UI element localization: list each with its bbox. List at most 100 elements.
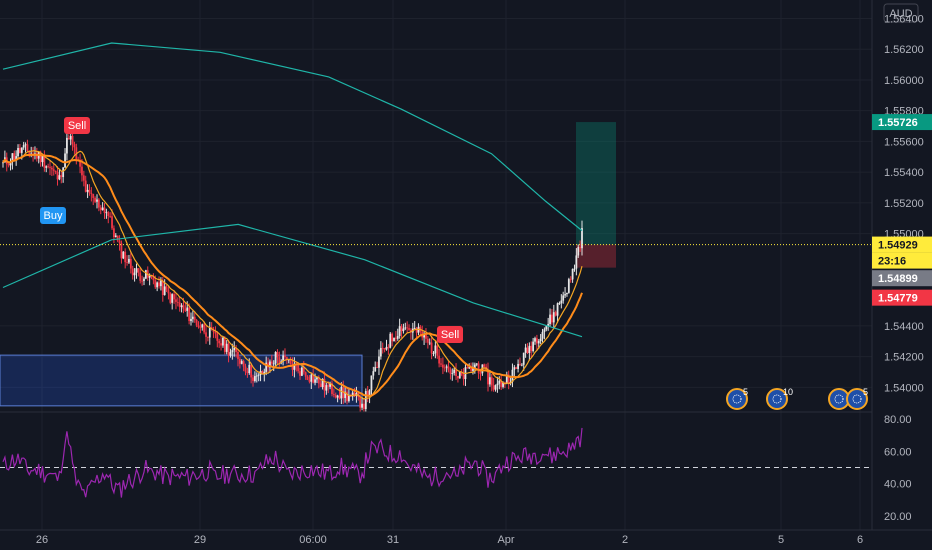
candle-body: [207, 336, 209, 338]
candle-body: [351, 392, 354, 397]
candle-body: [374, 367, 377, 372]
ma-long-lower-line: [2, 223, 583, 338]
candle-body: [99, 207, 102, 211]
candle-body: [2, 162, 4, 164]
position-target-zone: [576, 122, 616, 245]
candle-body: [317, 377, 320, 384]
candle-body: [133, 272, 136, 276]
candle-body: [466, 367, 469, 369]
candle-body: [124, 251, 127, 263]
candle-body: [545, 326, 548, 330]
candle-body: [297, 365, 300, 372]
candle-body: [205, 332, 207, 337]
candle-body: [547, 323, 550, 327]
candle-body: [472, 368, 474, 371]
long-position-tool[interactable]: [576, 122, 616, 268]
candle-body: [167, 289, 170, 294]
candle-body: [554, 312, 557, 316]
candle-body: [289, 359, 292, 365]
candle-body: [191, 316, 194, 319]
currency-label: AUD: [883, 3, 919, 23]
candle-body: [7, 164, 10, 166]
candle-body: [460, 372, 463, 375]
candle-body: [468, 367, 471, 369]
candle-body: [113, 228, 115, 238]
signal-labels: Sell Buy Sell: [40, 117, 463, 343]
candle-body: [312, 374, 315, 383]
candle-body: [135, 268, 138, 273]
price-tag-prev: 1.54899: [872, 270, 932, 287]
candle-body: [67, 137, 70, 140]
time-axis-label: 31: [387, 534, 399, 546]
candle-body: [353, 392, 356, 396]
candle-body: [148, 275, 151, 278]
candle-body: [457, 375, 459, 379]
candles: [2, 128, 583, 412]
candle-body: [144, 270, 147, 279]
price-tick-label: 1.55200: [884, 198, 924, 210]
economic-event-icon[interactable]: 5: [726, 387, 748, 410]
candle-body: [109, 215, 112, 217]
currency-text: AUD: [889, 8, 912, 20]
currency-box: [883, 3, 919, 23]
price-tag-current: 1.54929: [872, 236, 932, 253]
candle-body: [9, 162, 12, 166]
candle-body: [573, 268, 576, 270]
ma-fast-line: [2, 149, 583, 400]
moving-averages: [2, 42, 583, 400]
candle-body: [445, 366, 448, 368]
candle-body: [519, 363, 521, 365]
candle-body: [139, 272, 142, 281]
candle-body: [240, 361, 243, 364]
candle-body: [434, 345, 437, 354]
candle-body: [56, 172, 59, 180]
candle-body: [201, 324, 204, 328]
candle-body: [69, 136, 72, 140]
candle-body: [270, 361, 273, 364]
rsi-pane: [0, 411, 872, 498]
candle-body: [346, 391, 348, 402]
candle-body: [426, 338, 429, 343]
economic-event-icon[interactable]: 5: [846, 387, 868, 410]
candle-body: [199, 327, 202, 328]
candle-body: [319, 383, 322, 388]
candle-body: [49, 166, 51, 168]
candle-body: [163, 286, 166, 295]
price-tick-label: 1.56000: [884, 75, 924, 87]
price-tick-label: 1.56200: [884, 44, 924, 56]
candle-body: [176, 301, 179, 303]
candle-body: [387, 346, 390, 348]
candle-body: [24, 144, 27, 146]
candle-body: [265, 362, 268, 372]
candle-body: [453, 369, 456, 373]
candle-body: [569, 279, 572, 280]
candle-body: [156, 282, 159, 288]
candle-body: [131, 268, 134, 276]
signal-tag-bg: [40, 207, 66, 224]
signal-tag-bg: [437, 326, 463, 343]
economic-event-icon[interactable]: 10: [766, 387, 793, 410]
candle-body: [505, 374, 508, 384]
ma-slow-line: [2, 153, 583, 397]
candle-body: [473, 364, 476, 369]
candle-body: [193, 316, 196, 320]
price-tick-label: 1.54400: [884, 321, 924, 333]
support-zone-rect: [0, 354, 363, 407]
candle-body: [250, 364, 253, 378]
candle-body: [571, 269, 574, 280]
event-stars-icon: [772, 394, 782, 404]
candle-body: [359, 397, 362, 408]
candle-body: [340, 387, 343, 399]
candle-body: [504, 382, 506, 384]
candle-body: [150, 275, 153, 277]
event-flag-icon: [766, 388, 788, 410]
candle-body: [71, 136, 74, 145]
candle-body: [50, 167, 53, 170]
candle-body: [402, 328, 405, 332]
economic-events[interactable]: 5 10 5: [726, 387, 868, 410]
candle-body: [195, 319, 198, 326]
candle-body: [88, 189, 91, 194]
signal-sell-label: Sell: [437, 326, 463, 343]
candle-body: [45, 166, 48, 168]
